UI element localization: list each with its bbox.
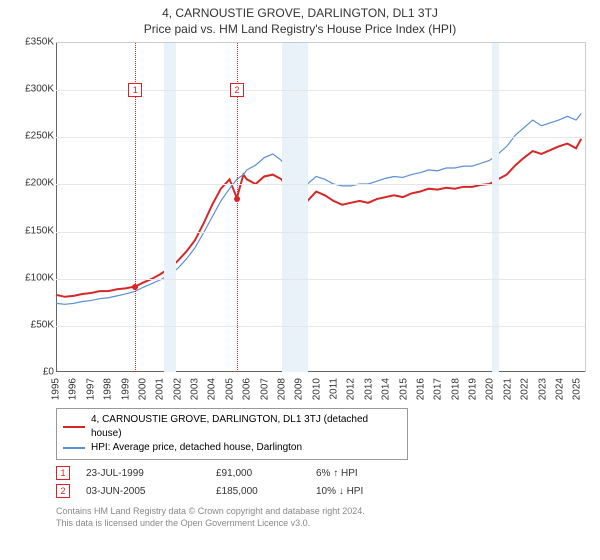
x-tick-label: 1996 bbox=[68, 378, 79, 400]
y-tick-label: £200K bbox=[16, 178, 54, 189]
event-marker-dot bbox=[234, 196, 240, 202]
legend-box: 4, CARNOUSTIE GROVE, DARLINGTON, DL1 3TJ… bbox=[56, 408, 408, 460]
events-table: 1 23-JUL-1999 £91,000 6% ↑ HPI 2 03-JUN-… bbox=[56, 464, 590, 500]
legend-label-hpi: HPI: Average price, detached house, Darl… bbox=[91, 441, 302, 455]
chart-title: 4, CARNOUSTIE GROVE, DARLINGTON, DL1 3TJ bbox=[10, 6, 590, 20]
x-tick-label: 2014 bbox=[381, 378, 392, 400]
y-tick-label: £0 bbox=[16, 367, 54, 378]
event-diff: 10% ↓ HPI bbox=[316, 486, 416, 497]
chart-area: 12 £0£50K£100K£150K£200K£250K£300K£350K1… bbox=[16, 42, 586, 402]
legend-item-price-paid: 4, CARNOUSTIE GROVE, DARLINGTON, DL1 3TJ… bbox=[63, 413, 401, 441]
x-tick-label: 2021 bbox=[502, 378, 513, 400]
chart-subtitle: Price paid vs. HM Land Registry's House … bbox=[10, 22, 590, 36]
x-tick-label: 2011 bbox=[329, 378, 340, 400]
legend-swatch-hpi bbox=[63, 447, 85, 449]
x-tick-label: 2016 bbox=[415, 378, 426, 400]
event-index-box: 2 bbox=[56, 484, 70, 498]
y-tick-label: £50K bbox=[16, 319, 54, 330]
chart-container: 4, CARNOUSTIE GROVE, DARLINGTON, DL1 3TJ… bbox=[0, 0, 600, 560]
footer-attribution: Contains HM Land Registry data © Crown c… bbox=[56, 506, 590, 529]
legend-item-hpi: HPI: Average price, detached house, Darl… bbox=[63, 441, 401, 455]
x-tick-label: 2023 bbox=[537, 378, 548, 400]
x-tick-label: 2020 bbox=[485, 378, 496, 400]
y-tick-label: £300K bbox=[16, 84, 54, 95]
x-tick-label: 2001 bbox=[155, 378, 166, 400]
event-marker-dot bbox=[132, 284, 138, 290]
x-tick-label: 1998 bbox=[103, 378, 114, 400]
y-tick-label: £150K bbox=[16, 225, 54, 236]
y-tick-label: £250K bbox=[16, 131, 54, 142]
x-tick-label: 2022 bbox=[520, 378, 531, 400]
x-tick-label: 2017 bbox=[433, 378, 444, 400]
x-tick-label: 2008 bbox=[276, 378, 287, 400]
legend-swatch-price-paid bbox=[63, 426, 85, 428]
x-tick-label: 2013 bbox=[363, 378, 374, 400]
plot-region: 12 bbox=[56, 42, 586, 372]
recession-band bbox=[164, 43, 176, 372]
x-tick-label: 1997 bbox=[85, 378, 96, 400]
event-date: 03-JUN-2005 bbox=[86, 486, 216, 497]
event-diff: 6% ↑ HPI bbox=[316, 468, 416, 479]
legend-label-price-paid: 4, CARNOUSTIE GROVE, DARLINGTON, DL1 3TJ… bbox=[91, 413, 401, 441]
event-price: £91,000 bbox=[216, 468, 316, 479]
x-tick-label: 2025 bbox=[572, 378, 583, 400]
x-tick-label: 1995 bbox=[51, 378, 62, 400]
y-tick-label: £350K bbox=[16, 37, 54, 48]
x-tick-label: 2018 bbox=[450, 378, 461, 400]
x-tick-label: 2015 bbox=[398, 378, 409, 400]
x-tick-label: 2024 bbox=[554, 378, 565, 400]
y-tick-label: £100K bbox=[16, 272, 54, 283]
x-tick-label: 2000 bbox=[137, 378, 148, 400]
event-index-box: 1 bbox=[56, 466, 70, 480]
x-tick-label: 2010 bbox=[311, 378, 322, 400]
x-tick-label: 2009 bbox=[294, 378, 305, 400]
event-number-box: 1 bbox=[128, 83, 142, 97]
x-tick-label: 2006 bbox=[242, 378, 253, 400]
x-tick-label: 2019 bbox=[468, 378, 479, 400]
recession-band bbox=[492, 43, 499, 372]
event-date: 23-JUL-1999 bbox=[86, 468, 216, 479]
event-price: £185,000 bbox=[216, 486, 316, 497]
x-tick-label: 1999 bbox=[120, 378, 131, 400]
x-tick-label: 2004 bbox=[207, 378, 218, 400]
x-tick-label: 2007 bbox=[259, 378, 270, 400]
event-number-box: 2 bbox=[230, 83, 244, 97]
x-tick-label: 2003 bbox=[190, 378, 201, 400]
footer-line-2: This data is licensed under the Open Gov… bbox=[56, 518, 590, 530]
footer-line-1: Contains HM Land Registry data © Crown c… bbox=[56, 506, 590, 518]
x-tick-label: 2012 bbox=[346, 378, 357, 400]
x-tick-label: 2005 bbox=[224, 378, 235, 400]
recession-band bbox=[282, 43, 308, 372]
x-tick-label: 2002 bbox=[172, 378, 183, 400]
event-row-1: 1 23-JUL-1999 £91,000 6% ↑ HPI bbox=[56, 464, 590, 482]
event-row-2: 2 03-JUN-2005 £185,000 10% ↓ HPI bbox=[56, 482, 590, 500]
